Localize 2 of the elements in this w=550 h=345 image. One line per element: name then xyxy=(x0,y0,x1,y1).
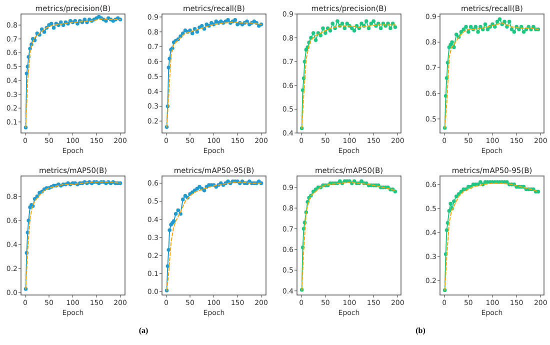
text: (b) xyxy=(416,326,426,335)
text: (a) xyxy=(138,326,148,335)
